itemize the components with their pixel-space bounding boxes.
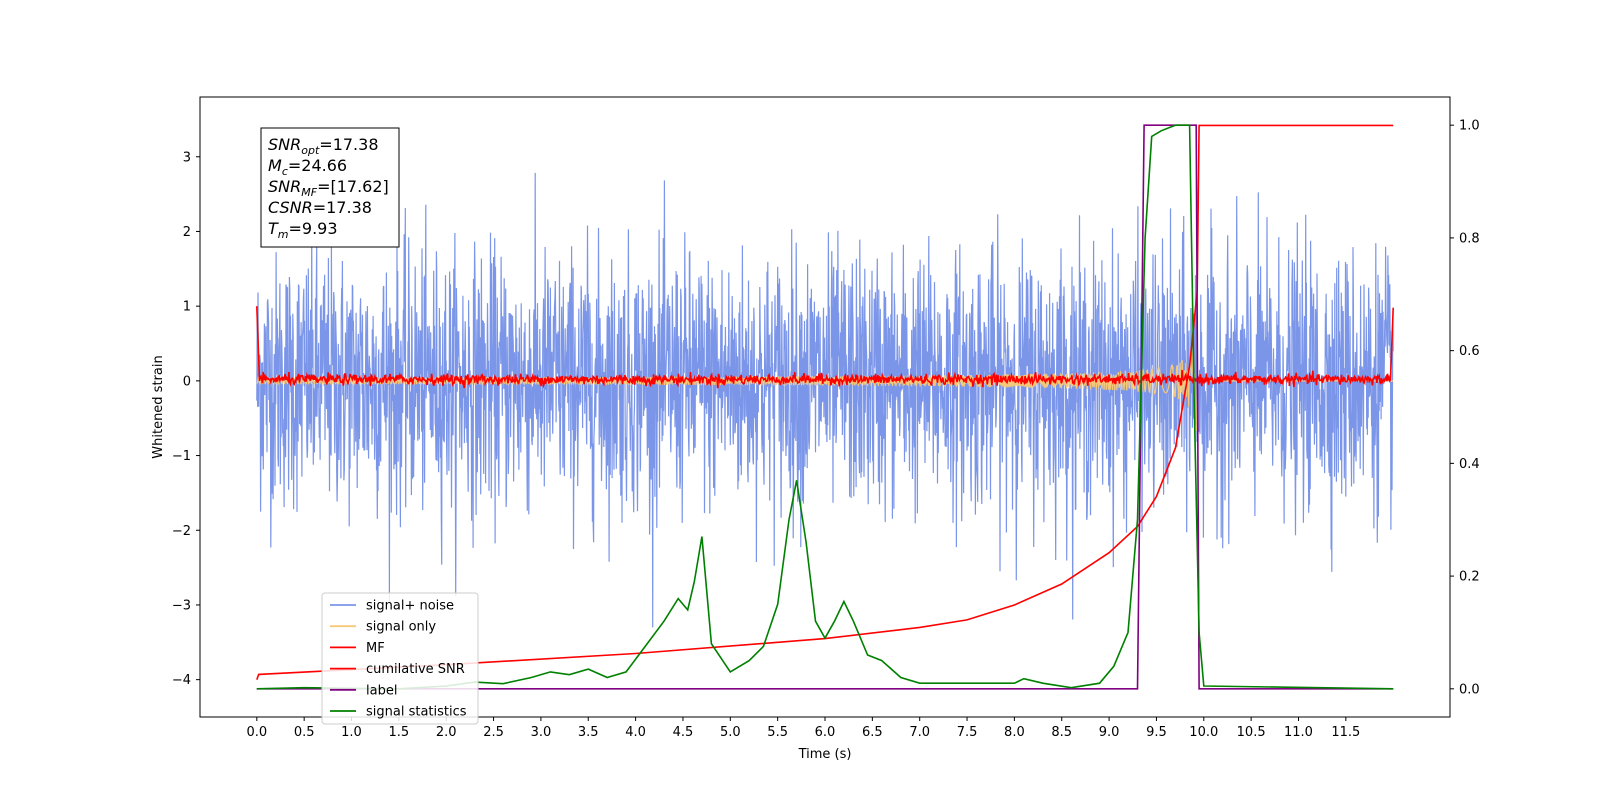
legend-label-mf: MF — [366, 641, 385, 656]
x-tick-label: 3.0 — [531, 725, 552, 740]
x-tick-label: 9.5 — [1146, 725, 1167, 740]
x-tick-label: 11.0 — [1284, 725, 1313, 740]
stats-line-snropt: SNRopt=17.38 — [268, 135, 379, 157]
stats-line-tm: Tm=9.93 — [268, 219, 338, 241]
x-tick-label: 2.5 — [483, 725, 504, 740]
x-tick-label: 4.5 — [673, 725, 694, 740]
stats-box-frame — [260, 127, 400, 248]
x-tick-label: 7.0 — [909, 725, 930, 740]
x-tick-label: 11.5 — [1331, 725, 1360, 740]
x-tick-label: 10.0 — [1189, 725, 1218, 740]
series-signal-statistics — [256, 124, 1394, 690]
y-axis-label: Whitened strain — [151, 355, 166, 458]
x-tick-label: 6.5 — [862, 725, 883, 740]
x-tick-label: 0.5 — [294, 725, 315, 740]
y-tick-label: 1 — [183, 300, 191, 315]
y-axis-left: 3 2 1 0 −1 −2 −3 −4 — [172, 150, 200, 688]
x-tick-label: 5.5 — [767, 725, 788, 740]
plot-area — [256, 124, 1394, 690]
y2-tick-label: 0.8 — [1459, 231, 1480, 246]
x-axis-label: Time (s) — [798, 747, 852, 762]
y-tick-label: 2 — [183, 225, 191, 240]
x-tick-label: 0.0 — [246, 725, 267, 740]
stats-line-csnr: CSNR=17.38 — [268, 198, 372, 217]
series-signal-noise — [256, 172, 1394, 628]
y2-tick-label: 0.2 — [1459, 570, 1480, 585]
y-tick-label: −2 — [172, 524, 191, 539]
x-tick-label: 8.0 — [1004, 725, 1025, 740]
y2-tick-label: 0.0 — [1459, 682, 1480, 697]
x-axis: 0.0 0.5 1.0 1.5 2.0 2.5 3.0 3.5 4.0 4.5 5.0 5.5 6.0 6… — [246, 717, 1360, 740]
legend-label-signal-only: signal only — [366, 620, 436, 635]
x-tick-label: 1.0 — [341, 725, 362, 740]
x-tick-label: 5.0 — [720, 725, 741, 740]
x-tick-label: 4.0 — [625, 725, 646, 740]
stats-annotation-box: SNRopt=17.38Mc=24.66SNRMF=[17.62]CSNR=17… — [260, 127, 400, 248]
series-cumilative-snr — [256, 124, 1394, 680]
series-label — [256, 124, 1394, 690]
x-tick-label: 3.5 — [578, 725, 599, 740]
legend: signal+ noise signal only MF cumilative SNR… — [321, 592, 479, 725]
x-tick-label: 1.5 — [389, 725, 410, 740]
legend-label-label: label — [366, 683, 397, 698]
y2-tick-label: 1.0 — [1459, 119, 1480, 134]
y-axis-right: 1.0 0.8 0.6 0.4 0.2 0.0 — [1450, 119, 1480, 697]
stats-line-snrmf: SNRMF=[17.62] — [268, 177, 389, 199]
y2-tick-label: 0.4 — [1459, 457, 1480, 472]
y-tick-label: −4 — [172, 673, 191, 688]
legend-label-signal-noise: signal+ noise — [366, 599, 454, 614]
legend-label-cumilative-snr: cumilative SNR — [366, 662, 465, 677]
x-tick-label: 7.5 — [957, 725, 978, 740]
x-tick-label: 2.0 — [436, 725, 457, 740]
x-tick-label: 10.5 — [1237, 725, 1266, 740]
x-tick-label: 6.0 — [815, 725, 836, 740]
y-tick-label: −3 — [172, 598, 191, 613]
legend-label-signal-statistics: signal statistics — [366, 705, 467, 720]
y-tick-label: 0 — [183, 374, 191, 389]
y-tick-label: −1 — [172, 449, 191, 464]
series-mf — [256, 306, 1394, 389]
y-tick-label: 3 — [183, 150, 191, 165]
y2-tick-label: 0.6 — [1459, 344, 1480, 359]
x-tick-label: 9.0 — [1099, 725, 1120, 740]
legend-frame — [321, 592, 479, 725]
x-tick-label: 8.5 — [1051, 725, 1072, 740]
stats-line-mc: Mc=24.66 — [268, 156, 347, 178]
